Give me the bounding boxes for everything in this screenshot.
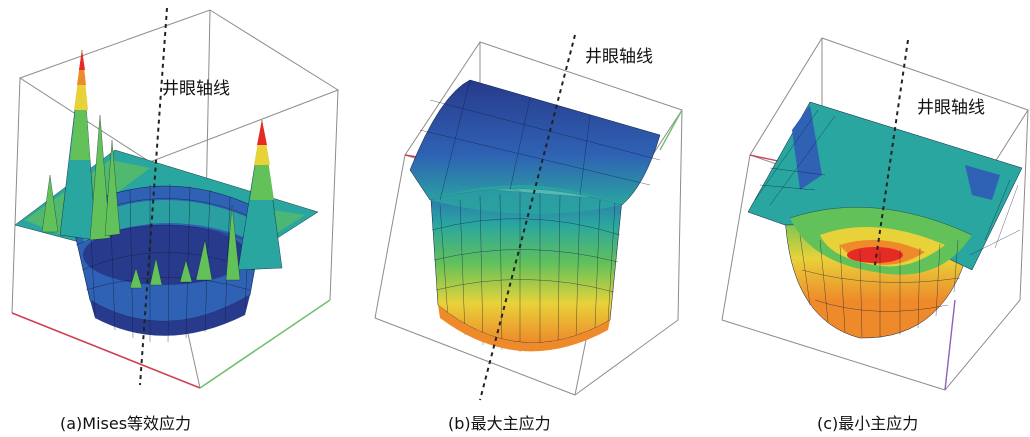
wellbore-axis-line [139, 7, 168, 386]
z-axis-line [944, 299, 956, 391]
mises-stress-surface-plot [11, 7, 340, 389]
wellbore-axis-label: 井眼轴线 [585, 47, 653, 67]
caption-c: (c)最小主应力 [817, 414, 919, 433]
surface-grid [419, 79, 661, 352]
y-axis-line [659, 109, 683, 151]
panel-a: 井眼轴线 (a)Mises等效应力 [0, 0, 340, 437]
left-stress-peak [41, 49, 121, 241]
x-axis-line [11, 312, 201, 389]
caption-b: (b)最大主应力 [448, 414, 551, 433]
surface-grid [754, 109, 1021, 338]
right-stress-peak [225, 119, 283, 281]
caption-a: (a)Mises等效应力 [60, 414, 192, 433]
y-axis-line [199, 299, 331, 389]
wellbore-axis-line [874, 39, 909, 266]
panel-b: 井眼轴线 (b)最大主应力 [360, 0, 700, 437]
wellbore-axis-label: 井眼轴线 [917, 98, 985, 118]
min-stress-hotspot [847, 247, 903, 263]
wellbore-axis-line [479, 34, 576, 401]
wellbore-axis-label: 井眼轴线 [162, 79, 230, 99]
panel-c: 井眼轴线 (c)最小主应力 [710, 0, 1030, 437]
min-principal-stress-surface-plot [721, 37, 1029, 391]
max-principal-stress-surface-plot [374, 34, 683, 401]
inner-spikes [129, 239, 213, 289]
